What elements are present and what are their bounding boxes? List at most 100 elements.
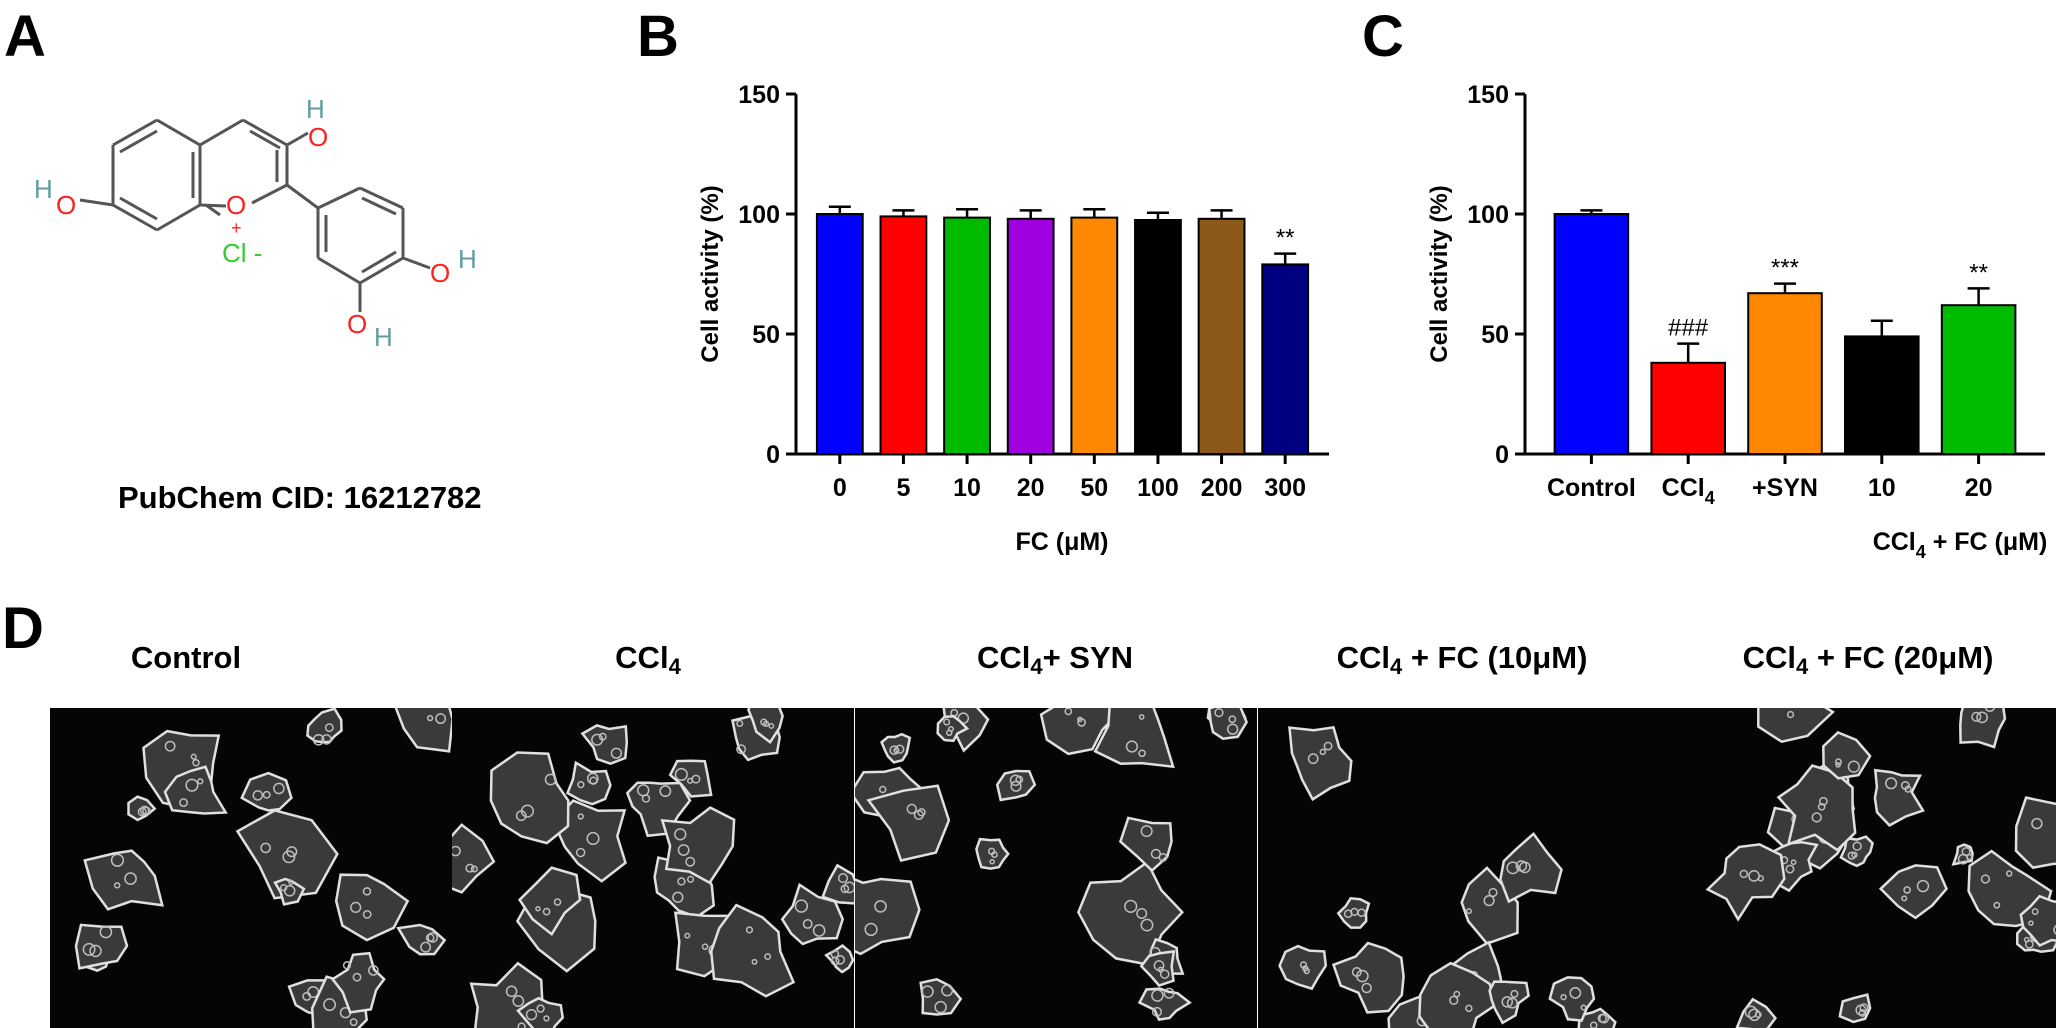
- bar: [1070, 216, 1119, 455]
- x-tick-label: 5: [896, 474, 910, 502]
- cell-nucleus: [553, 898, 562, 906]
- cell-nucleus: [349, 1018, 358, 1027]
- cell-nucleus: [536, 1004, 545, 1013]
- image-title-rest: + SYN: [1042, 640, 1134, 675]
- cell-nucleus: [192, 758, 200, 767]
- cell-nucleus: [1506, 861, 1520, 875]
- pubchem-cid-label: PubChem CID: 16212782: [118, 480, 482, 515]
- image-title-subscript: 4: [1795, 654, 1809, 679]
- cell-nucleus: [672, 891, 684, 903]
- atom-cl: Cl -: [222, 238, 262, 268]
- cell-nucleus: [124, 872, 137, 885]
- image-title-rest: + FC (20μM): [1808, 640, 1994, 675]
- y-tick-label: 100: [738, 201, 780, 229]
- cell-nucleus: [470, 865, 478, 873]
- cell-nucleus: [1518, 861, 1531, 874]
- cell-cluster: [1959, 708, 2007, 749]
- cell-nucleus: [82, 942, 96, 956]
- cell-cluster: [1757, 708, 1835, 744]
- panel-label-a: A: [4, 4, 46, 69]
- cell-nucleus: [948, 725, 955, 733]
- cell-cluster: [1488, 980, 1530, 1025]
- cell-nucleus: [1150, 848, 1161, 859]
- cell-nucleus: [1214, 708, 1224, 718]
- cell-nucleus: [179, 798, 188, 808]
- cell-cluster: [2014, 796, 2056, 869]
- cell-cluster: [1705, 843, 1786, 922]
- cell-cluster: [330, 951, 386, 1014]
- cell-cluster: [1822, 731, 1872, 780]
- cell-nucleus: [764, 953, 772, 961]
- cell-nucleus: [691, 774, 701, 784]
- cell-cluster: [580, 724, 629, 766]
- cell-nucleus: [1140, 918, 1154, 932]
- micrograph-ccl4-syn: [855, 708, 1257, 1028]
- cell-nucleus: [535, 905, 541, 912]
- atom-o-ring: O: [226, 190, 246, 220]
- cell-nucleus: [1226, 723, 1239, 735]
- y-axis-label: Cell activity (%): [697, 185, 724, 362]
- cell-nucleus: [512, 995, 525, 1007]
- cell-nucleus: [1228, 715, 1237, 724]
- y-tick-label: 150: [738, 81, 780, 109]
- y-tick-label: 100: [1467, 201, 1509, 229]
- cell-nucleus: [684, 932, 691, 939]
- cell-nucleus: [520, 804, 535, 818]
- image-title-text: Control: [130, 640, 242, 675]
- cell-nucleus: [878, 785, 887, 794]
- panel-label-c: C: [1362, 4, 1404, 69]
- cell-nucleus: [505, 985, 518, 998]
- image-title-ccl4-fc10: CCl4 + FC (10μM): [1262, 640, 1662, 680]
- cell-nucleus: [674, 767, 688, 782]
- cell-cluster: [709, 903, 796, 998]
- cell-nucleus: [989, 858, 995, 865]
- image-title-subscript: 4: [1030, 654, 1043, 679]
- cell-nucleus: [1465, 908, 1472, 915]
- image-title-text: CCl: [976, 640, 1031, 675]
- cell-nucleus: [591, 733, 604, 746]
- cell-nucleus: [677, 844, 690, 856]
- cell-nucleus: [452, 845, 461, 857]
- cell-nucleus: [282, 850, 296, 864]
- cell-nucleus: [190, 753, 197, 760]
- cell-cluster: [1577, 1007, 1617, 1028]
- cell-nucleus: [840, 884, 850, 894]
- cell-cluster: [2019, 894, 2056, 948]
- bar: [879, 215, 928, 455]
- cell-nucleus: [110, 853, 125, 867]
- cell-nucleus: [1124, 899, 1138, 913]
- cell-nucleus: [2024, 939, 2034, 949]
- cell-nucleus: [321, 734, 332, 745]
- bar: [1006, 217, 1055, 455]
- cell-nucleus: [1818, 796, 1828, 806]
- cell-cluster: [306, 708, 343, 744]
- cell-nucleus: [197, 778, 204, 785]
- cell-nucleus: [1010, 780, 1022, 792]
- cell-nucleus: [1163, 987, 1175, 999]
- cell-cluster: [517, 866, 582, 937]
- cell-nucleus: [1597, 1013, 1607, 1023]
- cell-nucleus: [1984, 708, 1996, 712]
- cell-nucleus: [1510, 989, 1519, 998]
- cell-nucleus: [921, 985, 934, 998]
- cell-nucleus: [362, 910, 372, 919]
- x-tick-label: 20: [1965, 474, 1993, 502]
- cell-nucleus: [1744, 1005, 1758, 1019]
- atom-charge-plus: +: [231, 218, 242, 238]
- cell-nucleus: [837, 873, 849, 884]
- cell-nucleus: [164, 740, 176, 752]
- y-tick-label: 150: [1467, 81, 1509, 109]
- cell-nucleus: [1916, 879, 1930, 893]
- cell-nucleus: [641, 794, 651, 803]
- x-tick-label: Control: [1547, 474, 1636, 502]
- cell-cluster: [919, 977, 963, 1016]
- cell-nucleus: [1449, 995, 1459, 1005]
- cell-nucleus: [2031, 817, 2043, 830]
- cell-nucleus: [701, 943, 709, 951]
- micrograph-ccl4: [452, 708, 854, 1028]
- cell-nucleus: [1009, 774, 1022, 787]
- cell-nucleus: [1307, 753, 1319, 765]
- x-tick-label: 20: [1017, 474, 1045, 502]
- cell-nucleus: [864, 922, 878, 937]
- cell-nucleus: [544, 773, 557, 786]
